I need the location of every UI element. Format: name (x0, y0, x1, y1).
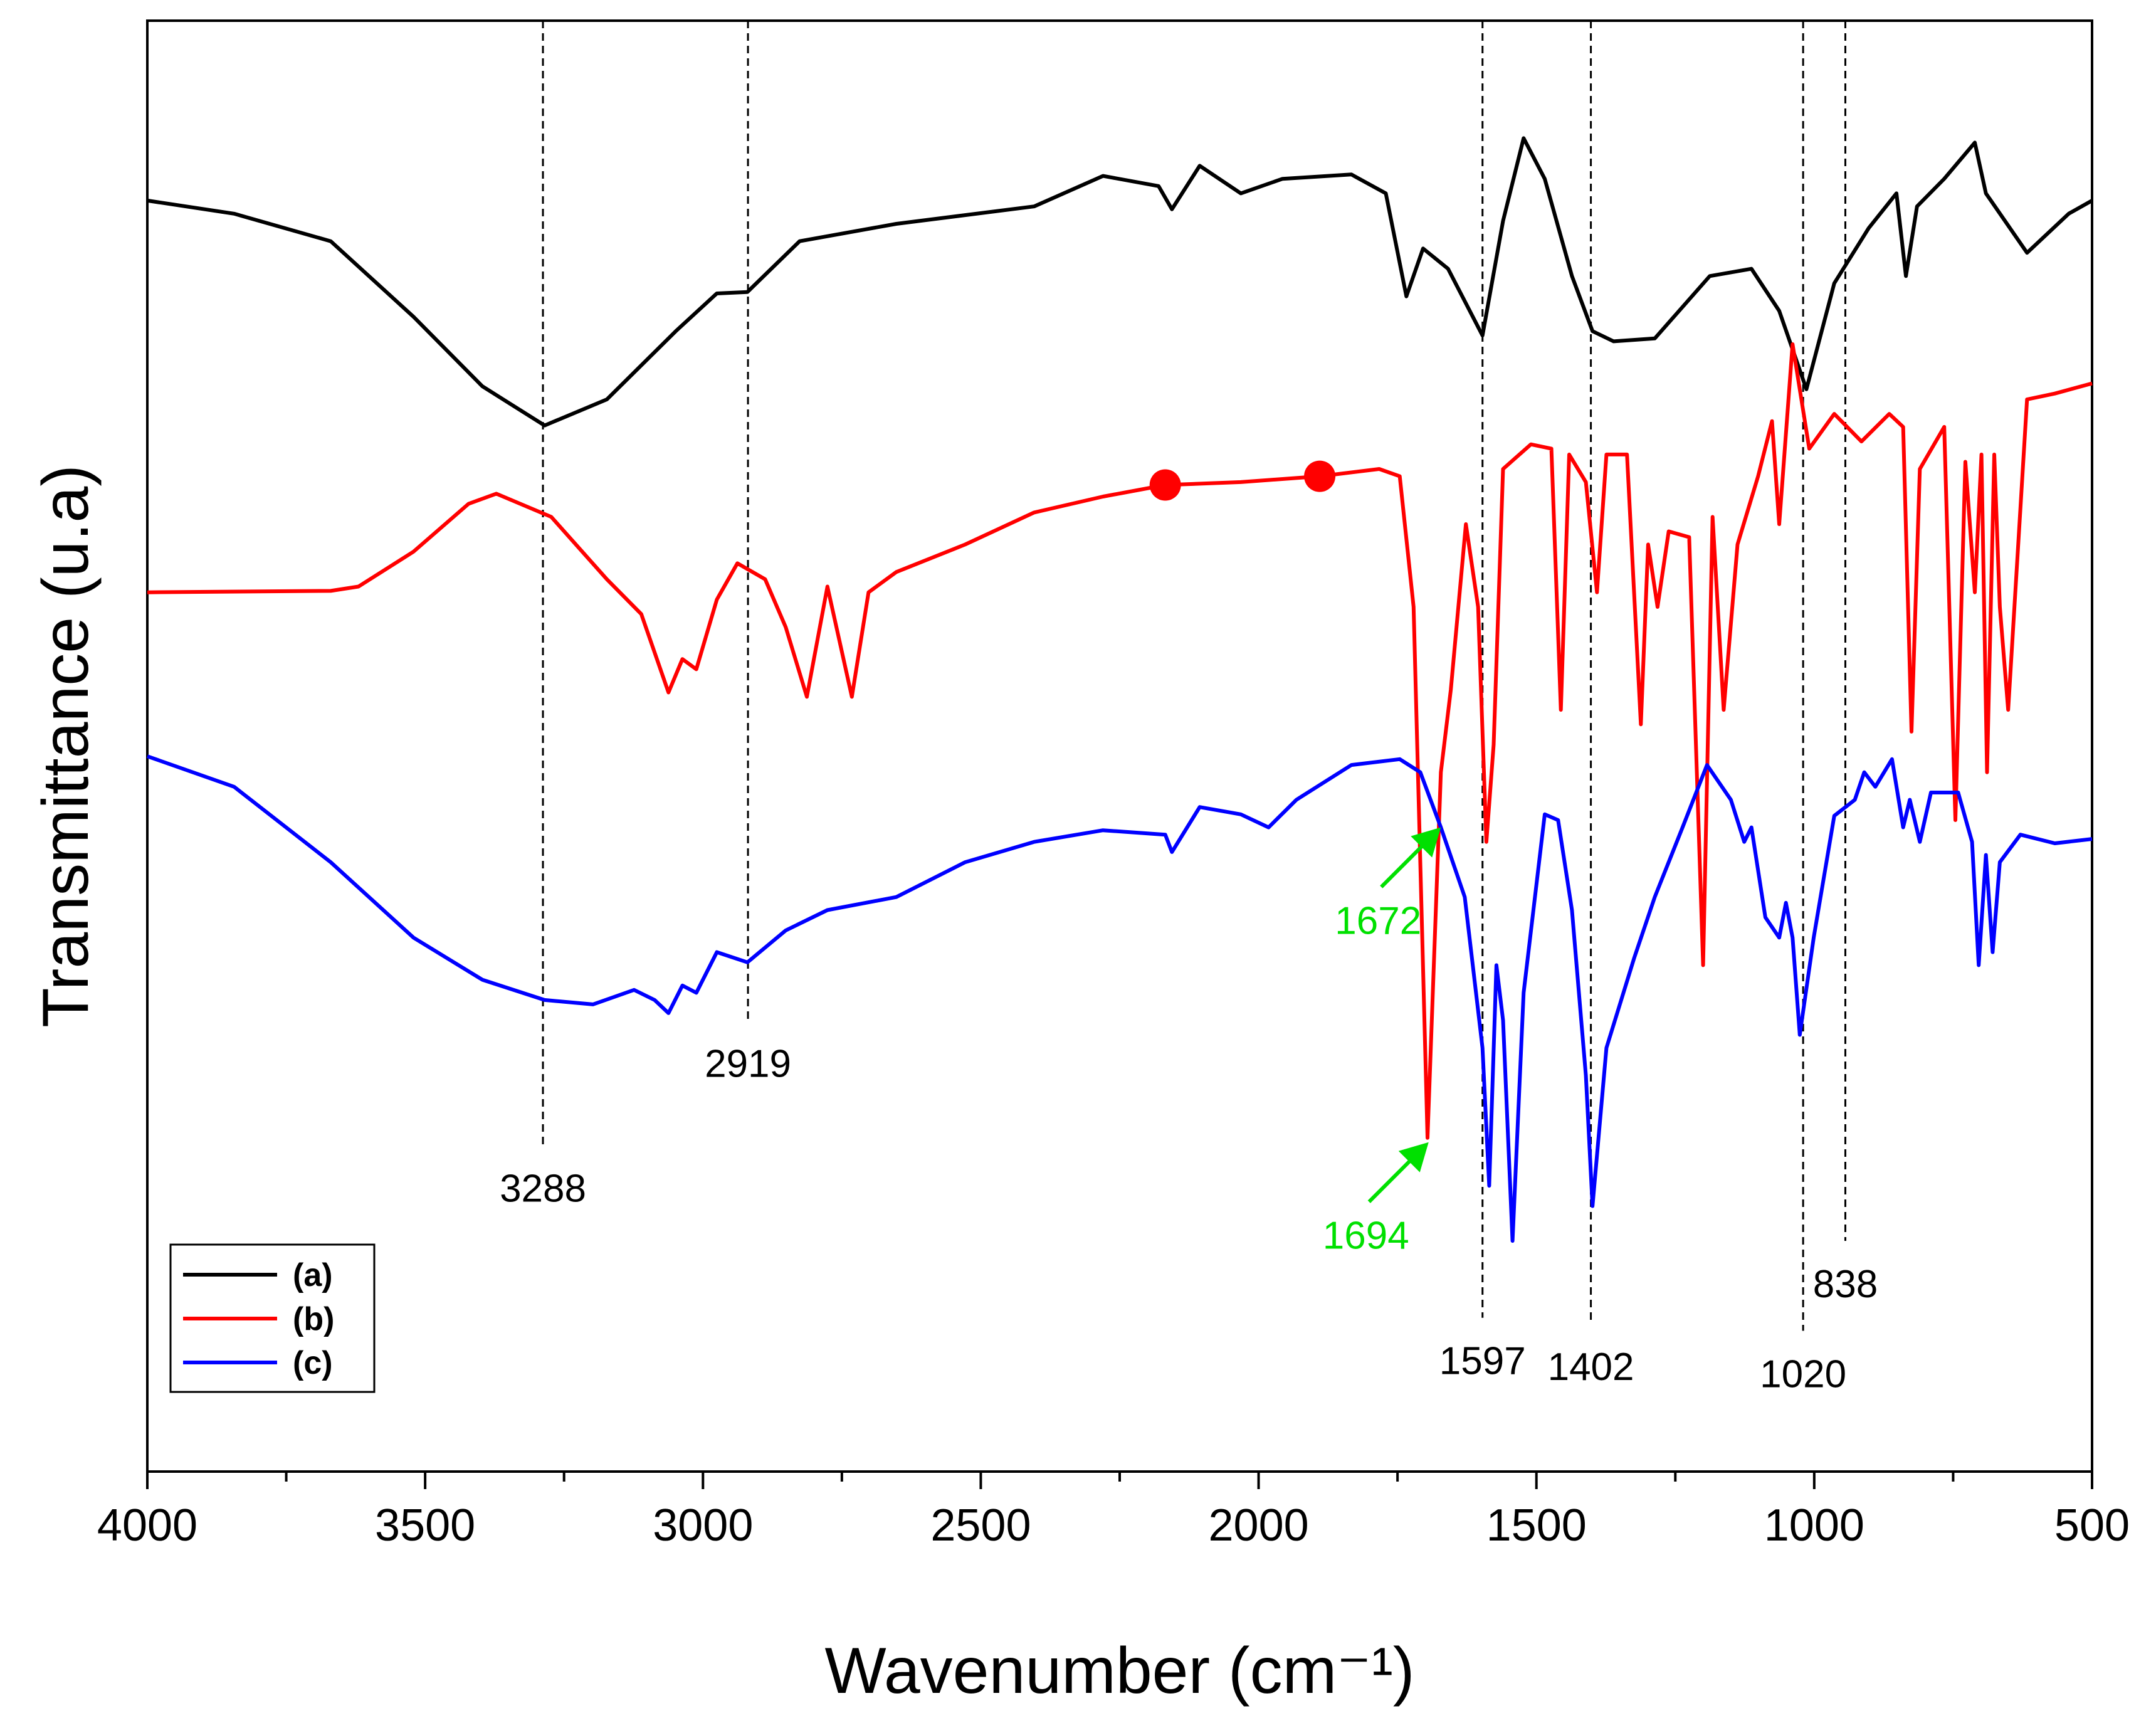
reference-label: 838 (1813, 1263, 1878, 1306)
x-tick-label: 4000 (97, 1500, 197, 1551)
x-tick-label: 500 (2054, 1500, 2130, 1551)
marker-dot (1149, 469, 1181, 501)
arrow-shaft (1380, 838, 1430, 888)
legend-label: (c) (293, 1345, 333, 1381)
reference-label: 1597 (1439, 1340, 1526, 1383)
arrow-head (1398, 1142, 1429, 1172)
series-line (147, 136, 2093, 428)
reference-label: 1402 (1548, 1346, 1634, 1389)
reference-label: 2919 (705, 1042, 791, 1085)
x-tick-label: 1000 (1764, 1500, 1864, 1551)
x-tick-label: 3000 (653, 1500, 753, 1551)
x-tick-label: 2000 (1208, 1500, 1308, 1551)
x-axis-label: Wavenumber (cm⁻¹) (825, 1635, 1415, 1707)
legend-label: (a) (293, 1257, 333, 1293)
y-axis-label: Transmittance (u.a) (29, 465, 102, 1028)
x-tick-label: 2500 (930, 1500, 1031, 1551)
arrow-head (1411, 827, 1441, 858)
marker-dot (1304, 460, 1336, 492)
plot-frame (146, 19, 2093, 1473)
x-tick-label: 1500 (1486, 1500, 1587, 1551)
arrow-shaft (1367, 1153, 1417, 1203)
arrow-label: 1694 (1323, 1214, 1409, 1258)
legend-label: (b) (293, 1301, 334, 1337)
x-tick-label: 3500 (375, 1500, 475, 1551)
series-line (147, 754, 2093, 1243)
arrow-label: 1672 (1335, 900, 1421, 943)
series-line (147, 342, 2093, 1140)
reference-label: 3288 (500, 1167, 586, 1210)
reference-label: 1020 (1760, 1353, 1846, 1396)
